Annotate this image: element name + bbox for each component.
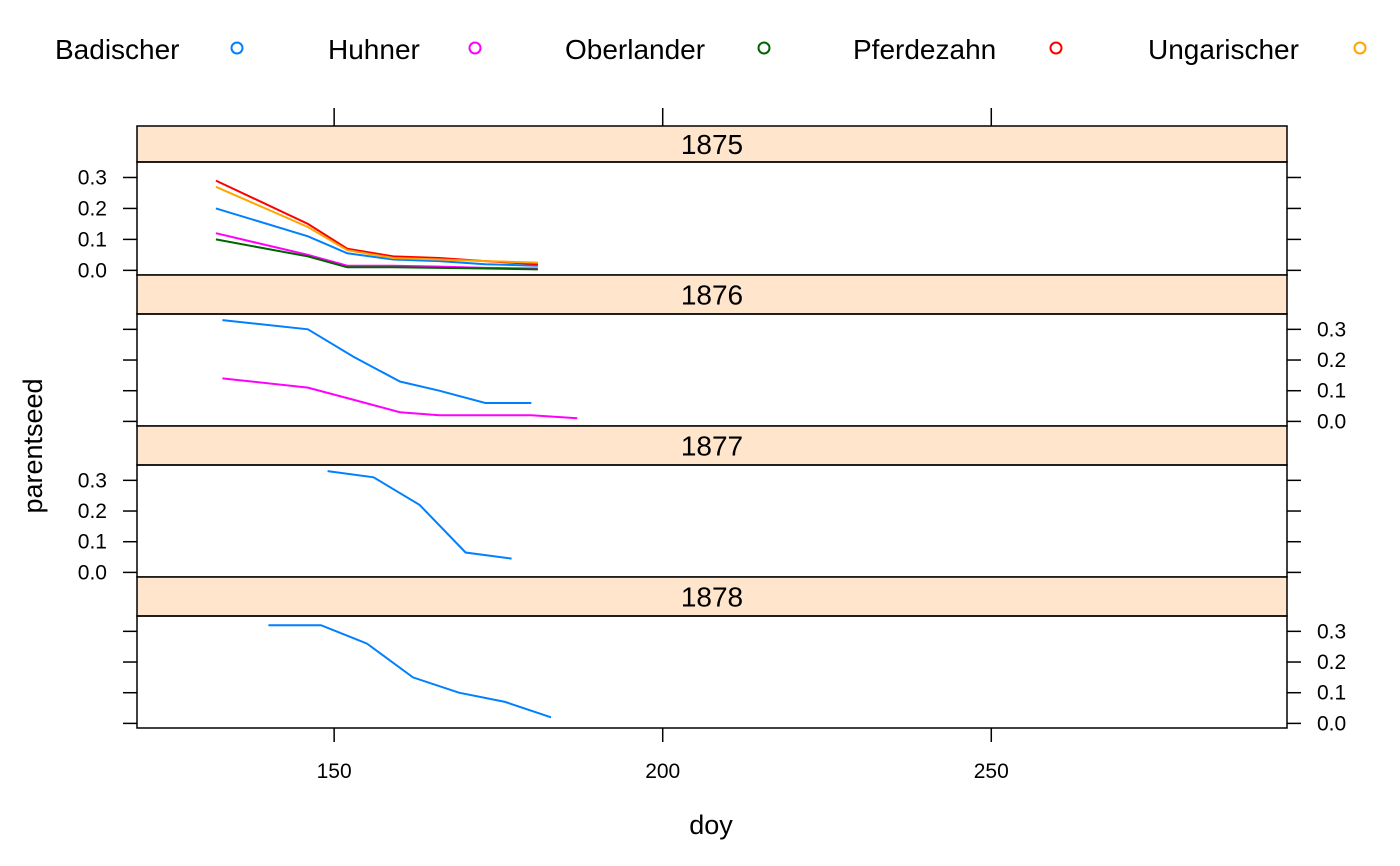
legend-marker-huhner [468, 41, 482, 55]
strip-1875 [136, 125, 1288, 163]
x-tick-label-250: 250 [974, 760, 1009, 783]
panel-1878: 1878 [136, 576, 1288, 729]
legend-marker-oberlander [757, 41, 771, 55]
series-line-1875-ungarischer [215, 185, 538, 264]
legend: Badischer Huhner Oberlander Pferdezahn Ungar… [55, 34, 1367, 65]
legend-label-ungarischer: Ungarischer [1148, 34, 1299, 65]
strip-1876 [136, 274, 1288, 315]
y-tick-label-1876-0.1: 0.1 [1317, 380, 1346, 403]
series-line-1876-badischer [222, 319, 532, 404]
legend-label-pferdezahn: Pferdezahn [853, 34, 996, 65]
panel-frame-1878 [136, 615, 1288, 729]
panels: 1875 1876 1877 1878 [136, 125, 1288, 729]
series-line-1877-badischer [327, 470, 512, 560]
legend-label-huhner: Huhner [328, 34, 420, 65]
x-axis-title: doy [689, 810, 733, 840]
y-tick-label-1877-0.1: 0.1 [78, 531, 107, 554]
strip-label-1877: 1877 [681, 431, 743, 462]
panel-1875: 1875 [136, 125, 1288, 276]
strip-label-1876: 1876 [681, 280, 743, 311]
series-line-1878-badischer [268, 624, 552, 719]
y-tick-label-1877-0: 0.0 [78, 561, 107, 584]
legend-marker-pferdezahn [1049, 41, 1063, 55]
y-tick-label-1877-0.3: 0.3 [78, 469, 107, 492]
y-tick-label-1877-0.2: 0.2 [78, 500, 107, 523]
series-line-1875-badischer [215, 207, 538, 267]
series-line-1876-huhner [222, 377, 578, 420]
panel-frame-1875 [136, 161, 1288, 276]
x-tick-label-150: 150 [317, 760, 352, 783]
y-tick-label-1876-0: 0.0 [1317, 410, 1346, 433]
panel-frame-1877 [136, 464, 1288, 578]
strip-label-1875: 1875 [681, 129, 743, 160]
series-line-1875-huhner [215, 232, 538, 270]
y-axis-title: parentseed [18, 378, 48, 513]
series-line-1875-oberlander [215, 238, 538, 271]
y-tick-label-1875-0.1: 0.1 [78, 228, 107, 251]
y-tick-label-1878-0.3: 0.3 [1317, 620, 1346, 643]
y-tick-label-1878-0: 0.0 [1317, 712, 1346, 735]
panel-1876: 1876 [136, 274, 1288, 427]
legend-marker-ungarischer [1353, 41, 1367, 55]
legend-marker-badischer [230, 41, 244, 55]
y-tick-label-1876-0.2: 0.2 [1317, 349, 1346, 372]
legend-label-oberlander: Oberlander [565, 34, 705, 65]
y-tick-label-1876-0.3: 0.3 [1317, 318, 1346, 341]
panel-1877: 1877 [136, 425, 1288, 578]
axes: 0.0 0.1 0.2 0.3 0.0 0.1 0.2 0.3 0.0 0.1 0.2 0.3 0.0 0… [78, 108, 1346, 783]
y-tick-label-1878-0.2: 0.2 [1317, 651, 1346, 674]
strip-1877 [136, 425, 1288, 466]
y-tick-label-1875-0.3: 0.3 [78, 166, 107, 189]
legend-label-badischer: Badischer [55, 34, 180, 65]
y-tick-label-1875-0.2: 0.2 [78, 197, 107, 220]
x-tick-label-200: 200 [645, 760, 680, 783]
strip-1878 [136, 576, 1288, 617]
strip-label-1878: 1878 [681, 582, 743, 613]
y-tick-label-1878-0.1: 0.1 [1317, 682, 1346, 705]
y-tick-label-1875-0: 0.0 [78, 259, 107, 282]
